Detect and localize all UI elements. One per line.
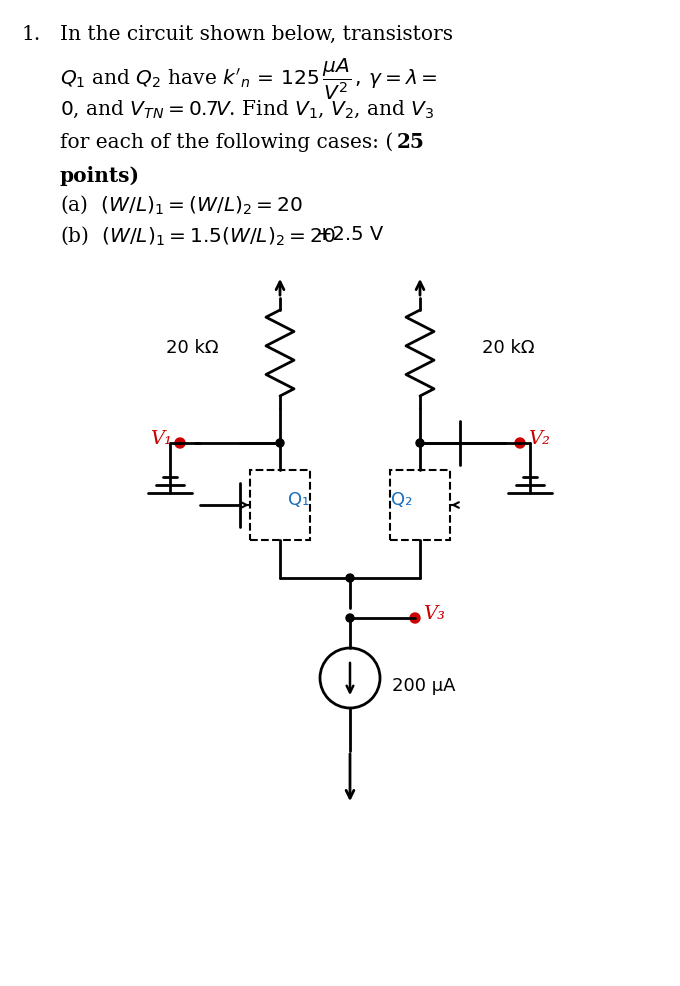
Text: 25: 25 [397, 132, 425, 152]
Text: $Q_1$ and $Q_2$ have $k'_n\, =\, 125\,\dfrac{\mu A}{V^2}$$\,,\, \gamma = \lambda: $Q_1$ and $Q_2$ have $k'_n\, =\, 125\,\d… [60, 56, 438, 102]
Text: V₁: V₁ [150, 430, 172, 448]
Circle shape [410, 613, 420, 623]
Text: In the circuit shown below, transistors: In the circuit shown below, transistors [60, 25, 453, 44]
Text: Q₁: Q₁ [288, 491, 309, 509]
Text: 1.: 1. [22, 25, 41, 44]
Circle shape [515, 438, 525, 448]
Text: Q₂: Q₂ [390, 491, 412, 509]
Text: (a)  $(W/L)_1 = (W/L)_2 = 20$: (a) $(W/L)_1 = (W/L)_2 = 20$ [60, 193, 303, 216]
Text: $0$, and $V_{TN} = 0.7V$. Find $V_1$, $V_2$, and $V_3$: $0$, and $V_{TN} = 0.7V$. Find $V_1$, $V… [60, 98, 435, 119]
Text: V₃: V₃ [423, 605, 445, 623]
Text: for each of the following cases: (: for each of the following cases: ( [60, 132, 393, 152]
Text: V₂: V₂ [528, 430, 550, 448]
Text: (b)  $(W/L)_1 = 1.5(W/L)_2 = 20$: (b) $(W/L)_1 = 1.5(W/L)_2 = 20$ [60, 224, 336, 246]
Text: points): points) [60, 166, 140, 186]
Circle shape [416, 439, 424, 447]
Circle shape [276, 439, 284, 447]
Text: 20 kΩ: 20 kΩ [482, 339, 534, 357]
Circle shape [346, 614, 354, 622]
Circle shape [346, 574, 354, 582]
Text: 200 μA: 200 μA [392, 677, 456, 695]
Text: 20 kΩ: 20 kΩ [165, 339, 218, 357]
Text: +2.5 V: +2.5 V [316, 225, 384, 244]
Circle shape [175, 438, 185, 448]
